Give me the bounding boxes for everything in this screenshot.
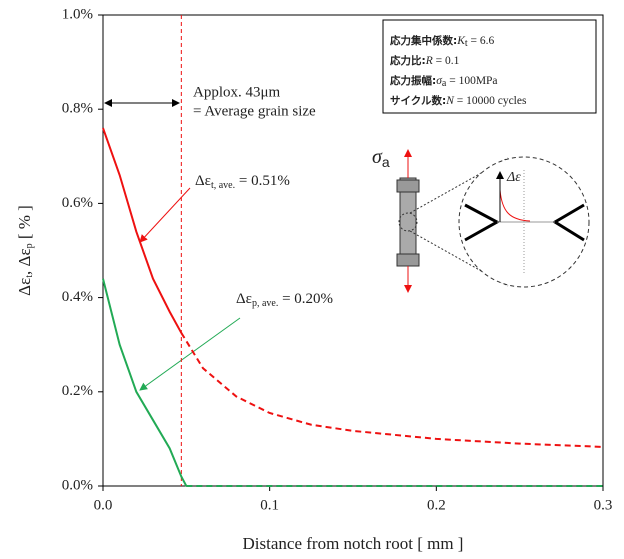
total-arrow (140, 188, 190, 242)
x-tick-label: 0.0 (94, 497, 113, 513)
chart: 0.0 0.1 0.2 0.3 0.0% 0.2% 0.4% 0.6% 0.8% 1.0% Dist… (0, 0, 624, 559)
plastic-strain-note: Δεp, ave. = 0.20% (236, 291, 333, 309)
text-part: = 0.20% (278, 291, 333, 307)
subscript: t, ave. (211, 180, 235, 191)
condition-part: = 10000 cycles (454, 95, 527, 107)
condition-part: サイクル数: (390, 94, 446, 107)
y-axis-label: Δεt, Δεp [ % ] (15, 205, 35, 296)
condition-line: サイクル数:N = 10000 cycles (390, 94, 527, 107)
subscript: p, ave. (252, 298, 278, 309)
condition-part: = 100MPa (446, 75, 497, 87)
text-part: , Δε (15, 248, 34, 275)
sigma-label: σa (372, 146, 390, 170)
condition-line: 応力比:R = 0.1 (390, 54, 460, 67)
text-part: Δε (15, 278, 34, 296)
y-tick-label: 0.6% (62, 195, 93, 211)
condition-part: 応力集中係数: (390, 34, 457, 47)
data-line (103, 279, 186, 486)
y-tick-label: 0.8% (62, 101, 93, 117)
total-strain-note: Δεt, ave. = 0.51% (195, 173, 290, 191)
condition-part: = 6.6 (468, 35, 495, 47)
condition-part: = 0.1 (433, 55, 460, 67)
data-line (181, 333, 603, 447)
y-tick-label: 0.0% (62, 477, 93, 493)
x-tick-label: 0.2 (427, 497, 446, 513)
specimen-diagram (397, 150, 589, 292)
condition-part: R (425, 55, 433, 67)
condition-part: 応力比: (390, 54, 426, 67)
plastic-arrow (140, 318, 240, 390)
text-part: = 0.51% (235, 173, 290, 189)
text-part: [ % ] (15, 205, 34, 243)
text-part: Δε (195, 173, 211, 189)
y-tick-label: 0.4% (62, 289, 93, 305)
x-axis-label: Distance from notch root [ mm ] (243, 534, 464, 553)
condition-part: 応力振幅: (390, 74, 436, 87)
grain-note: = Average grain size (193, 103, 316, 119)
x-tick-label: 0.3 (594, 497, 613, 513)
text-part: Δε (236, 291, 252, 307)
subscript: a (382, 154, 390, 170)
x-tick-label: 0.1 (260, 497, 279, 513)
grain-note: Applox. 43μm (193, 84, 281, 100)
data-line (103, 128, 181, 333)
strain-label: Δε (506, 170, 521, 185)
y-tick-label: 0.2% (62, 383, 93, 399)
y-tick-label: 1.0% (62, 6, 93, 22)
